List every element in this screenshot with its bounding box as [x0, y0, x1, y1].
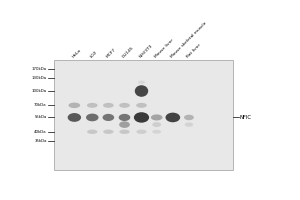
Ellipse shape — [87, 130, 98, 134]
Ellipse shape — [103, 103, 114, 108]
FancyBboxPatch shape — [54, 60, 233, 170]
Text: HeLa: HeLa — [71, 48, 82, 59]
Ellipse shape — [152, 122, 161, 127]
Ellipse shape — [119, 114, 130, 121]
Text: 70kDa: 70kDa — [34, 103, 47, 107]
Text: NIH/3T3: NIH/3T3 — [139, 44, 154, 59]
Text: NFIC: NFIC — [239, 115, 251, 120]
Text: DU145: DU145 — [122, 45, 135, 59]
Ellipse shape — [184, 122, 193, 127]
Ellipse shape — [86, 114, 98, 121]
Ellipse shape — [87, 103, 98, 108]
Text: Mouse skeletal muscle: Mouse skeletal muscle — [170, 21, 208, 59]
Ellipse shape — [103, 130, 114, 134]
Ellipse shape — [138, 81, 145, 84]
Text: Rat liver: Rat liver — [186, 43, 202, 59]
Ellipse shape — [103, 114, 114, 121]
Text: 40kDa: 40kDa — [34, 130, 47, 134]
Text: 170kDa: 170kDa — [32, 67, 47, 71]
Ellipse shape — [135, 85, 148, 97]
Text: LO2: LO2 — [89, 50, 98, 59]
Ellipse shape — [68, 113, 81, 122]
Text: 100kDa: 100kDa — [32, 89, 47, 93]
Ellipse shape — [151, 114, 163, 120]
Ellipse shape — [166, 113, 180, 122]
Text: Mouse liver: Mouse liver — [154, 38, 175, 59]
Text: 130kDa: 130kDa — [32, 76, 47, 80]
Ellipse shape — [68, 103, 80, 108]
Text: 55kDa: 55kDa — [34, 115, 47, 119]
Text: MCF7: MCF7 — [106, 47, 117, 59]
Ellipse shape — [134, 112, 149, 123]
Ellipse shape — [184, 115, 194, 120]
Ellipse shape — [119, 121, 130, 128]
Ellipse shape — [119, 103, 130, 108]
Ellipse shape — [136, 103, 147, 108]
Ellipse shape — [152, 130, 161, 134]
Ellipse shape — [136, 130, 147, 134]
Ellipse shape — [119, 130, 130, 134]
Text: 35kDa: 35kDa — [34, 139, 47, 143]
